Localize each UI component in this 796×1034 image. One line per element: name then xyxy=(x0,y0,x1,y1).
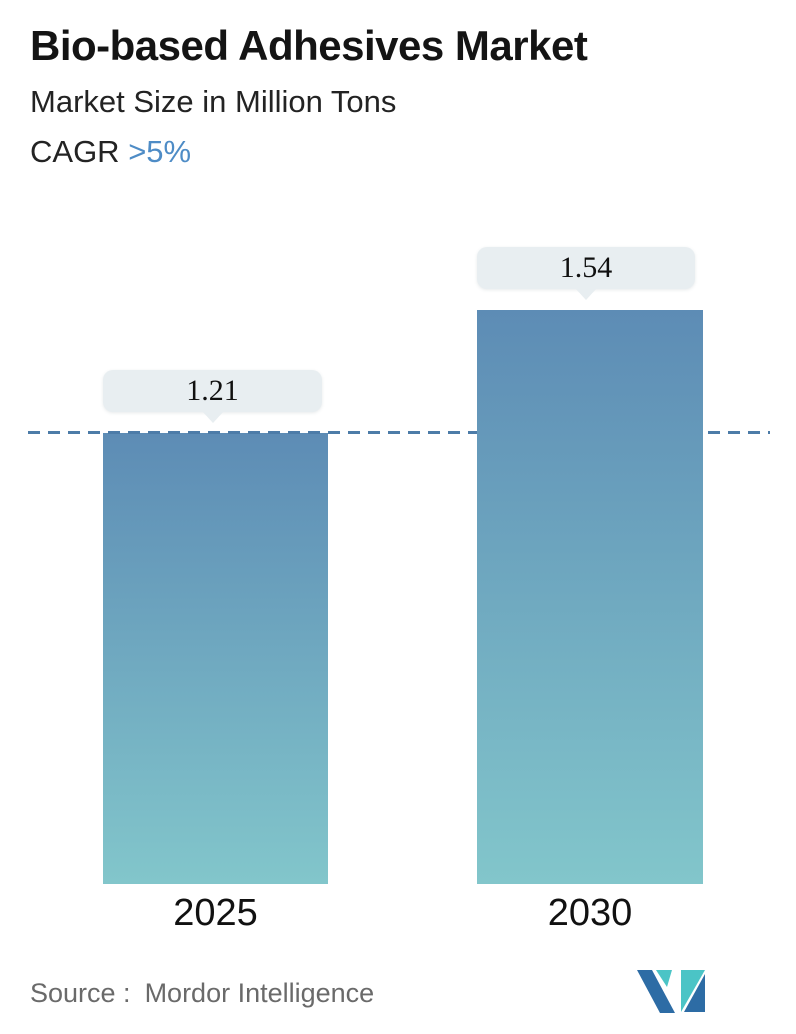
value-label-2030: 1.54 xyxy=(559,251,613,284)
logo-right-blue-triangle xyxy=(684,974,705,1012)
chart-title: Bio-based Adhesives Market xyxy=(30,22,588,69)
bar-2030[interactable] xyxy=(477,310,703,884)
cagr-label: CAGR xyxy=(30,134,129,169)
chart-subtitle: Market Size in Million Tons xyxy=(30,84,397,119)
value-callout-2030: 1.54 xyxy=(477,247,695,289)
source-value: Mordor Intelligence xyxy=(144,978,375,1008)
cagr-line: CAGR >5% xyxy=(30,134,191,170)
logo-right-teal-triangle xyxy=(681,970,705,1012)
cagr-value: >5% xyxy=(128,134,192,169)
bar-2025[interactable] xyxy=(103,433,328,884)
x-axis-label-2025: 2025 xyxy=(173,892,258,934)
logo-left-blue-diagonal xyxy=(637,970,675,1013)
source-label: Source : xyxy=(30,978,131,1008)
value-label-2025: 1.21 xyxy=(186,374,239,407)
reference-dashed-line xyxy=(28,431,770,434)
source-line: Source : Mordor Intelligence xyxy=(30,978,374,1009)
value-callout-2025: 1.21 xyxy=(103,370,322,412)
logo-middle-teal-triangle xyxy=(656,970,672,987)
mordor-intelligence-logo xyxy=(636,970,706,1018)
x-axis-label-2030: 2030 xyxy=(547,892,633,934)
